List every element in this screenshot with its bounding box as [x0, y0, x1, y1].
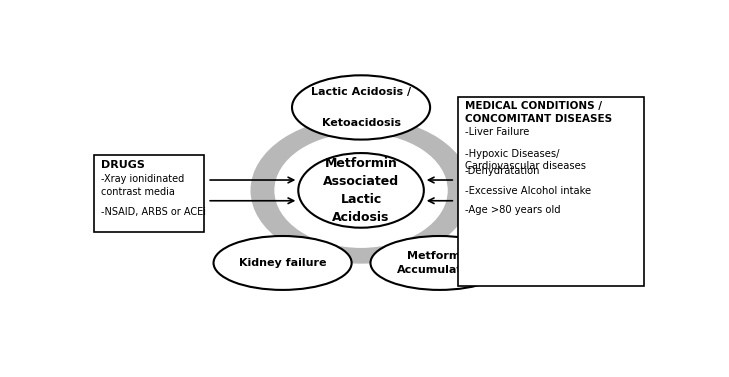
Ellipse shape: [298, 153, 424, 228]
Text: -Excessive Alcohol intake: -Excessive Alcohol intake: [464, 186, 590, 196]
Text: -NSAID, ARBS or ACEi: -NSAID, ARBS or ACEi: [101, 207, 206, 217]
FancyBboxPatch shape: [459, 97, 644, 286]
Text: Metformin
Associated
Lactic
Acidosis: Metformin Associated Lactic Acidosis: [323, 157, 399, 224]
Text: -Liver Failure: -Liver Failure: [464, 127, 529, 137]
Text: DRUGS: DRUGS: [101, 160, 144, 170]
FancyBboxPatch shape: [94, 155, 204, 232]
Text: -Age >80 years old: -Age >80 years old: [464, 205, 561, 215]
Text: MEDICAL CONDITIONS /
CONCOMITANT DISEASES: MEDICAL CONDITIONS / CONCOMITANT DISEASE…: [464, 101, 612, 124]
Text: -Dehydratation: -Dehydratation: [464, 166, 540, 176]
Text: Kidney failure: Kidney failure: [239, 258, 327, 268]
Text: Metformin
Accumulation: Metformin Accumulation: [397, 251, 482, 274]
Circle shape: [275, 133, 447, 247]
Ellipse shape: [214, 236, 351, 290]
Ellipse shape: [292, 75, 430, 139]
Text: -Xray ionidinated
contrast media: -Xray ionidinated contrast media: [101, 174, 184, 196]
Circle shape: [252, 118, 471, 263]
Text: -Hypoxic Diseases/
Cardiovascular diseases: -Hypoxic Diseases/ Cardiovascular diseas…: [464, 149, 585, 171]
Text: Lactic Acidosis /

Ketoacidosis: Lactic Acidosis / Ketoacidosis: [311, 87, 411, 128]
Ellipse shape: [370, 236, 509, 290]
